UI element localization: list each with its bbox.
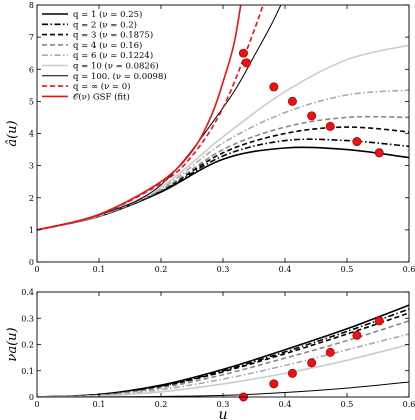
top-ylabel: â(u) [5,120,20,146]
bottom-ytick-label: 0.1 [21,367,34,376]
top-xtick-label: 0.6 [403,265,415,274]
bottom-series-line-3 [37,320,409,397]
top-ytick-label: 1 [29,226,34,235]
legend-entry-2: q = 3 (ν = 0.1875) [73,30,153,41]
top-xtick-label: 0.1 [93,265,106,274]
legend-entry-1: q = 2 (ν = 0.2) [73,19,137,30]
top-series-line-2 [37,126,409,231]
legend-entry-7: q = ∞ (ν = 0) [73,81,130,92]
top-marker-4 [307,111,317,121]
top-marker-5 [325,121,335,131]
top-ytick-label: 4 [29,130,34,139]
top-panel: 0 0.1 0.2 0.3 0.4 0.5 0.6 0 1 2 3 4 5 6 7 8 â(u) q = 1 (ν… [5,1,415,274]
legend-entry-3: q = 4 (ν = 0.16) [73,40,142,51]
bottom-marker-1 [269,379,279,389]
top-xtick-label: 0.5 [341,265,354,274]
bottom-xtick-label: 0.6 [403,400,415,409]
bottom-xtick-label: 0.2 [155,400,168,409]
top-xtick-label: 0.2 [155,265,168,274]
top-series-line-8 [37,5,242,231]
top-ytick-label: 7 [29,33,34,42]
top-marker-0 [238,48,248,58]
top-ytick-label: 6 [29,65,34,74]
bottom-marker-5 [352,330,362,340]
bottom-ytick-label: 0.2 [21,341,34,350]
bottom-marker-4 [325,347,335,357]
top-marker-2 [269,82,279,92]
bottom-xlabel: u [218,407,227,420]
bottom-plot-area [37,304,409,397]
bottom-series-line-4 [37,333,409,397]
top-marker-7 [374,148,384,158]
legend-entry-8: 𝒪(ν) GSF (fit) [73,91,130,102]
top-ytick-label: 5 [29,97,34,106]
bottom-ytick-label: 0.4 [21,288,34,297]
top-series-line-7 [37,5,265,231]
bottom-xtick-label: 0.3 [217,400,230,409]
top-xtick-label: 0.4 [279,265,292,274]
bottom-marker-6 [374,316,384,326]
legend-entry-5: q = 10 (ν = 0.0826) [73,61,159,72]
legend: q = 1 (ν = 0.25)q = 2 (ν = 0.2)q = 3 (ν … [42,9,167,102]
top-ytick-label: 8 [29,1,34,10]
top-ytick-label: 0 [29,258,34,267]
bottom-axes-frame [36,291,410,398]
bottom-xtick-label: 0 [34,400,39,409]
top-plot-area [37,5,409,231]
bottom-ytick-label: 0 [29,393,34,402]
top-ytick-label: 3 [29,162,34,171]
top-marker-3 [287,96,297,106]
top-xtick-label: 0.3 [217,265,230,274]
top-marker-6 [352,137,362,147]
bottom-xtick-label: 0.1 [93,400,106,409]
bottom-xtick-label: 0.4 [279,400,292,409]
bottom-series-line-1 [37,308,409,397]
bottom-panel: 0 0.1 0.2 0.3 0.4 0.5 0.6 0 0.1 0.2 0.3 0.4 νa(u) u [5,288,415,420]
bottom-marker-2 [287,368,297,378]
legend-entry-4: q = 6 (ν = 0.1224) [73,50,153,61]
bottom-ytick-label: 0.3 [21,314,34,323]
bottom-ylabel: νa(u) [5,327,20,361]
legend-entry-0: q = 1 (ν = 0.25) [73,9,142,20]
top-series-line-3 [37,115,409,231]
top-marker-1 [242,58,252,68]
legend-entry-6: q = 100. (ν = 0.0098) [73,71,167,82]
top-xtick-label: 0 [34,265,39,274]
top-ytick-label: 2 [29,194,34,203]
bottom-marker-3 [307,358,317,368]
bottom-xtick-label: 0.5 [341,400,354,409]
